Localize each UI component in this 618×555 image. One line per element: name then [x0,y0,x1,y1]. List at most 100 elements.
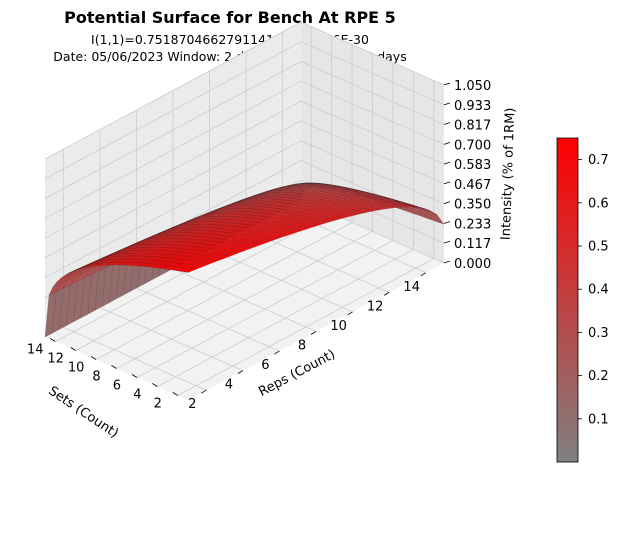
surface-facet [199,218,211,223]
surface-facet [206,216,218,220]
surface-facet [250,222,263,226]
surface-facet [112,261,124,266]
surface-facet [310,202,323,205]
z-tick-label: 0.350 [454,198,491,213]
surface-facet [267,196,279,200]
surface-facet [267,228,280,233]
z-tick-label: 0.117 [454,237,491,252]
surface-facet [233,201,245,205]
surface-facet [233,249,246,254]
surface-facet [314,189,326,192]
surface-facet [289,225,302,230]
surface-facet [303,217,315,221]
colorbar-tick-label: 0.6 [588,196,609,211]
z-tick [443,221,451,224]
surface-facet [72,266,84,272]
surface-facet [299,182,311,184]
colorbar-tick-label: 0.2 [588,369,609,384]
surface-facet [337,190,349,193]
surface-facet [356,205,369,209]
surface-facet [230,237,243,242]
surface-facet [260,231,273,235]
y-tick [90,356,97,360]
y-tick [70,347,76,351]
surface-facet [193,239,205,244]
surface-facet [191,250,203,255]
y-tick-label: 12 [47,352,64,367]
z-tick [443,82,451,86]
surface-facet [213,246,226,250]
surface-facet [284,221,297,225]
y-tick [172,392,178,396]
surface-facet [182,218,194,224]
surface-facet [344,199,356,203]
surface-facet [295,219,308,223]
surface-facet [262,207,274,211]
surface-facet [137,239,149,244]
surface-facet [311,222,324,227]
grid-line-z [44,21,445,160]
surface-facet [196,213,208,218]
colorbar: 0.1 0.2 0.3 0.4 0.5 0.6 0.7 [556,137,609,463]
surface-facet [359,190,371,194]
surface-facet [326,205,339,209]
surface-facet [219,255,232,259]
z-tick [443,181,451,185]
surface-facet [250,206,262,210]
surface-facet [122,244,134,250]
z-tick [443,240,451,244]
surface-facet [384,200,396,202]
x-tick-label: 4 [225,378,233,393]
surface-facet [290,229,303,234]
surface-facet [169,255,181,259]
surface-facet [288,204,300,208]
surface-facet [301,183,313,186]
surface-facet [288,221,301,226]
surface-facet [175,221,187,227]
surface-facet [347,213,359,217]
z-tick [443,141,451,145]
surface-facet [80,264,92,269]
surface-facet [367,202,379,205]
surface-facet [256,191,268,195]
surface-facet [375,207,388,210]
surface-facet [317,216,330,221]
surface-facet [381,201,393,204]
surface-facet [244,198,256,202]
surface-facet [363,201,375,204]
surface-facet [275,234,289,238]
surface-facet [277,206,289,210]
y-tick-label: 8 [92,370,100,385]
x-tick [201,389,207,394]
surface-facet [246,206,258,210]
surface-facet [221,203,233,208]
colorbar-gradient [556,137,579,463]
surface-facet [181,260,194,265]
surface-facet [74,268,86,277]
grid-line-z [44,100,445,239]
grid-line-z [44,140,445,279]
surface-facet [362,198,374,201]
surface-facet [181,226,194,231]
x-tick-label: 10 [330,319,347,334]
surface-facet [185,224,197,228]
surface-facet [178,229,190,233]
surface-facet [264,190,276,194]
y-tick [131,374,138,378]
z-tick [443,102,451,106]
surface-facet [100,262,112,266]
surface-facet [382,196,395,200]
surface-facet [276,215,288,220]
surface-facet [199,233,211,238]
surface-facet [83,261,95,267]
surface-facet [108,261,120,266]
surface-facet [138,241,150,246]
surface-facet [321,188,334,190]
surface-facet [265,217,277,221]
surface-facet [350,210,362,214]
surface-facet [154,241,166,245]
surface-facet [244,228,256,233]
surface-facet [158,229,170,234]
surface-facet [162,261,175,266]
surface-facet [291,188,303,191]
